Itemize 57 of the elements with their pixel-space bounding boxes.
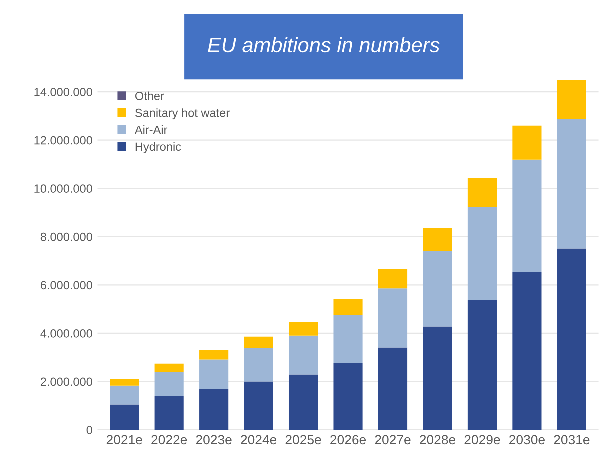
bar (200, 360, 229, 390)
bar (557, 80, 586, 120)
bar (423, 228, 452, 252)
bar (512, 272, 542, 430)
y-tick-label: 12.000.000 (34, 136, 92, 145)
bar (334, 315, 363, 364)
bar (244, 348, 274, 382)
bar (378, 288, 408, 348)
x-tick-label: 2031e (554, 435, 590, 445)
x-tick-label: 2025e (286, 435, 322, 445)
bar (289, 374, 318, 430)
y-tick-label: 10.000.000 (34, 184, 92, 194)
bar (423, 326, 452, 430)
bar (423, 251, 452, 327)
bar (512, 126, 542, 160)
x-tick-label: 2026e (330, 435, 366, 445)
x-tick-label: 2028e (420, 435, 456, 445)
bar (244, 336, 274, 348)
y-tick-label: 0 (86, 426, 92, 434)
legend-label: Other (135, 92, 164, 100)
bar (378, 269, 408, 289)
bar (154, 396, 184, 430)
x-tick-label: 2021e (106, 435, 142, 445)
bar (468, 300, 498, 430)
x-tick-label: 2022e (152, 435, 188, 445)
legend-label: Hydronic (136, 142, 182, 154)
legend-label: Sanitary hot water (135, 108, 230, 120)
bar (200, 389, 229, 430)
bar (334, 363, 363, 430)
x-tick-label: 2030e (510, 435, 545, 445)
bar (110, 404, 140, 430)
bar (244, 382, 274, 430)
bar (334, 299, 363, 316)
bar (154, 372, 184, 396)
x-tick-label: 2023e (196, 435, 232, 445)
y-tick-label: 8.000.000 (40, 232, 92, 242)
y-tick-label: 14.000.000 (34, 88, 92, 96)
legend-label: Air-Air (134, 126, 168, 134)
bar (512, 160, 542, 272)
bar (557, 248, 586, 430)
bar (154, 364, 184, 372)
x-tick-label: 2027e (375, 435, 411, 445)
x-tick-label: 2024e (241, 435, 277, 445)
bar (557, 119, 586, 249)
bar (289, 322, 318, 336)
x-tick-label: 2029e (464, 435, 500, 445)
bar (468, 178, 498, 208)
y-tick-label: 2.000.000 (40, 378, 92, 386)
bar (378, 348, 408, 430)
bar (200, 350, 229, 360)
bar (110, 386, 140, 405)
chart-title: EU ambitions in numbers (208, 37, 440, 53)
bar (110, 379, 140, 386)
bar (468, 207, 498, 300)
y-tick-label: 4.000.000 (40, 330, 92, 338)
bar (289, 336, 318, 375)
y-tick-label: 6.000.000 (40, 281, 92, 290)
